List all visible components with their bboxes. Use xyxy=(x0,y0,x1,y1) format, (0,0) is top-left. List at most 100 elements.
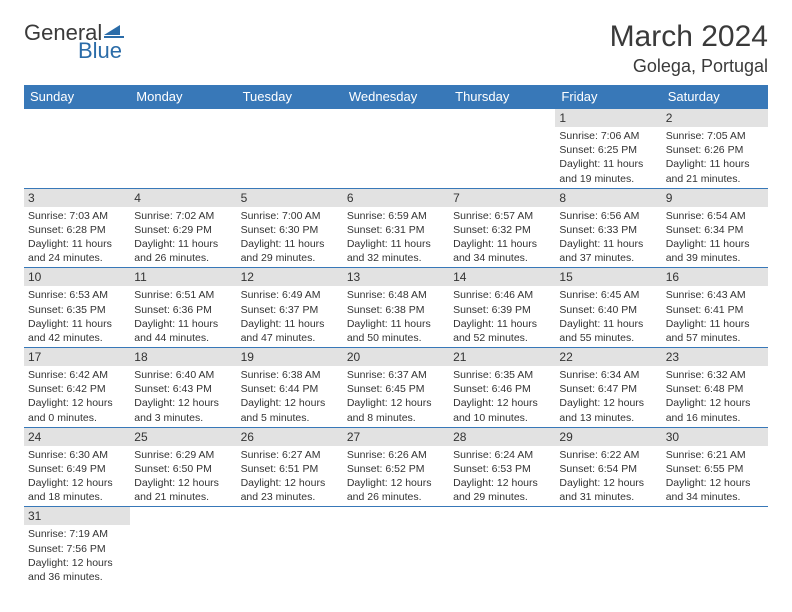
day-number: 24 xyxy=(24,428,130,446)
calendar-empty-cell xyxy=(237,109,343,189)
day-details: Sunrise: 6:53 AMSunset: 6:35 PMDaylight:… xyxy=(24,286,130,347)
calendar-empty-cell xyxy=(24,109,130,189)
day-number: 29 xyxy=(555,428,661,446)
calendar-day-cell: 10Sunrise: 6:53 AMSunset: 6:35 PMDayligh… xyxy=(24,268,130,348)
calendar-row: 10Sunrise: 6:53 AMSunset: 6:35 PMDayligh… xyxy=(24,268,768,348)
calendar-row: 24Sunrise: 6:30 AMSunset: 6:49 PMDayligh… xyxy=(24,427,768,507)
day-details: Sunrise: 6:59 AMSunset: 6:31 PMDaylight:… xyxy=(343,207,449,268)
calendar-empty-cell xyxy=(343,507,449,586)
weekday-header: Sunday xyxy=(24,85,130,109)
day-number: 19 xyxy=(237,348,343,366)
day-details: Sunrise: 6:34 AMSunset: 6:47 PMDaylight:… xyxy=(555,366,661,427)
calendar-row: 1Sunrise: 7:06 AMSunset: 6:25 PMDaylight… xyxy=(24,109,768,189)
calendar-empty-cell xyxy=(449,507,555,586)
calendar-day-cell: 26Sunrise: 6:27 AMSunset: 6:51 PMDayligh… xyxy=(237,427,343,507)
day-details: Sunrise: 6:40 AMSunset: 6:43 PMDaylight:… xyxy=(130,366,236,427)
day-number: 10 xyxy=(24,268,130,286)
day-number: 11 xyxy=(130,268,236,286)
calendar-empty-cell xyxy=(343,109,449,189)
day-details: Sunrise: 6:21 AMSunset: 6:55 PMDaylight:… xyxy=(662,446,768,507)
calendar-day-cell: 29Sunrise: 6:22 AMSunset: 6:54 PMDayligh… xyxy=(555,427,661,507)
calendar-day-cell: 8Sunrise: 6:56 AMSunset: 6:33 PMDaylight… xyxy=(555,188,661,268)
calendar-empty-cell xyxy=(237,507,343,586)
day-number: 15 xyxy=(555,268,661,286)
day-number: 8 xyxy=(555,189,661,207)
day-details: Sunrise: 6:24 AMSunset: 6:53 PMDaylight:… xyxy=(449,446,555,507)
calendar-day-cell: 27Sunrise: 6:26 AMSunset: 6:52 PMDayligh… xyxy=(343,427,449,507)
day-details: Sunrise: 7:05 AMSunset: 6:26 PMDaylight:… xyxy=(662,127,768,188)
weekday-header: Wednesday xyxy=(343,85,449,109)
day-details: Sunrise: 6:43 AMSunset: 6:41 PMDaylight:… xyxy=(662,286,768,347)
day-number: 2 xyxy=(662,109,768,127)
day-number: 31 xyxy=(24,507,130,525)
calendar-day-cell: 16Sunrise: 6:43 AMSunset: 6:41 PMDayligh… xyxy=(662,268,768,348)
calendar-day-cell: 31Sunrise: 7:19 AMSunset: 7:56 PMDayligh… xyxy=(24,507,130,586)
calendar-empty-cell xyxy=(555,507,661,586)
day-number: 23 xyxy=(662,348,768,366)
calendar-body: 1Sunrise: 7:06 AMSunset: 6:25 PMDaylight… xyxy=(24,109,768,587)
day-details: Sunrise: 6:22 AMSunset: 6:54 PMDaylight:… xyxy=(555,446,661,507)
calendar-day-cell: 3Sunrise: 7:03 AMSunset: 6:28 PMDaylight… xyxy=(24,188,130,268)
weekday-header-row: SundayMondayTuesdayWednesdayThursdayFrid… xyxy=(24,85,768,109)
calendar-day-cell: 20Sunrise: 6:37 AMSunset: 6:45 PMDayligh… xyxy=(343,348,449,428)
day-details: Sunrise: 6:27 AMSunset: 6:51 PMDaylight:… xyxy=(237,446,343,507)
day-details: Sunrise: 6:35 AMSunset: 6:46 PMDaylight:… xyxy=(449,366,555,427)
day-details: Sunrise: 6:26 AMSunset: 6:52 PMDaylight:… xyxy=(343,446,449,507)
calendar-day-cell: 22Sunrise: 6:34 AMSunset: 6:47 PMDayligh… xyxy=(555,348,661,428)
calendar-empty-cell xyxy=(449,109,555,189)
calendar-day-cell: 14Sunrise: 6:46 AMSunset: 6:39 PMDayligh… xyxy=(449,268,555,348)
day-number: 16 xyxy=(662,268,768,286)
day-number: 28 xyxy=(449,428,555,446)
day-details: Sunrise: 6:45 AMSunset: 6:40 PMDaylight:… xyxy=(555,286,661,347)
logo: GeneralBlue xyxy=(24,20,126,64)
weekday-header: Tuesday xyxy=(237,85,343,109)
day-number: 9 xyxy=(662,189,768,207)
day-number: 25 xyxy=(130,428,236,446)
day-details: Sunrise: 6:30 AMSunset: 6:49 PMDaylight:… xyxy=(24,446,130,507)
day-number: 17 xyxy=(24,348,130,366)
day-details: Sunrise: 6:29 AMSunset: 6:50 PMDaylight:… xyxy=(130,446,236,507)
day-number: 30 xyxy=(662,428,768,446)
calendar-day-cell: 23Sunrise: 6:32 AMSunset: 6:48 PMDayligh… xyxy=(662,348,768,428)
calendar-day-cell: 1Sunrise: 7:06 AMSunset: 6:25 PMDaylight… xyxy=(555,109,661,189)
calendar-day-cell: 5Sunrise: 7:00 AMSunset: 6:30 PMDaylight… xyxy=(237,188,343,268)
calendar-day-cell: 15Sunrise: 6:45 AMSunset: 6:40 PMDayligh… xyxy=(555,268,661,348)
calendar-day-cell: 11Sunrise: 6:51 AMSunset: 6:36 PMDayligh… xyxy=(130,268,236,348)
day-details: Sunrise: 6:46 AMSunset: 6:39 PMDaylight:… xyxy=(449,286,555,347)
day-number: 20 xyxy=(343,348,449,366)
day-details: Sunrise: 6:37 AMSunset: 6:45 PMDaylight:… xyxy=(343,366,449,427)
day-number: 4 xyxy=(130,189,236,207)
weekday-header: Friday xyxy=(555,85,661,109)
weekday-header: Saturday xyxy=(662,85,768,109)
calendar-row: 31Sunrise: 7:19 AMSunset: 7:56 PMDayligh… xyxy=(24,507,768,586)
day-details: Sunrise: 6:56 AMSunset: 6:33 PMDaylight:… xyxy=(555,207,661,268)
day-details: Sunrise: 6:51 AMSunset: 6:36 PMDaylight:… xyxy=(130,286,236,347)
day-number: 3 xyxy=(24,189,130,207)
day-number: 27 xyxy=(343,428,449,446)
calendar-table: SundayMondayTuesdayWednesdayThursdayFrid… xyxy=(24,85,768,586)
weekday-header: Thursday xyxy=(449,85,555,109)
calendar-empty-cell xyxy=(130,109,236,189)
title-block: March 2024 Golega, Portugal xyxy=(610,20,768,77)
weekday-header: Monday xyxy=(130,85,236,109)
calendar-day-cell: 7Sunrise: 6:57 AMSunset: 6:32 PMDaylight… xyxy=(449,188,555,268)
calendar-row: 3Sunrise: 7:03 AMSunset: 6:28 PMDaylight… xyxy=(24,188,768,268)
day-number: 1 xyxy=(555,109,661,127)
header: GeneralBlue March 2024 Golega, Portugal xyxy=(24,20,768,77)
calendar-day-cell: 12Sunrise: 6:49 AMSunset: 6:37 PMDayligh… xyxy=(237,268,343,348)
calendar-day-cell: 4Sunrise: 7:02 AMSunset: 6:29 PMDaylight… xyxy=(130,188,236,268)
day-details: Sunrise: 7:19 AMSunset: 7:56 PMDaylight:… xyxy=(24,525,130,586)
day-details: Sunrise: 6:38 AMSunset: 6:44 PMDaylight:… xyxy=(237,366,343,427)
day-number: 7 xyxy=(449,189,555,207)
day-number: 22 xyxy=(555,348,661,366)
calendar-day-cell: 18Sunrise: 6:40 AMSunset: 6:43 PMDayligh… xyxy=(130,348,236,428)
calendar-day-cell: 19Sunrise: 6:38 AMSunset: 6:44 PMDayligh… xyxy=(237,348,343,428)
calendar-day-cell: 28Sunrise: 6:24 AMSunset: 6:53 PMDayligh… xyxy=(449,427,555,507)
day-number: 21 xyxy=(449,348,555,366)
calendar-empty-cell xyxy=(662,507,768,586)
location: Golega, Portugal xyxy=(610,56,768,77)
logo-text-blue: Blue xyxy=(78,38,126,64)
day-details: Sunrise: 6:57 AMSunset: 6:32 PMDaylight:… xyxy=(449,207,555,268)
calendar-day-cell: 21Sunrise: 6:35 AMSunset: 6:46 PMDayligh… xyxy=(449,348,555,428)
day-number: 18 xyxy=(130,348,236,366)
